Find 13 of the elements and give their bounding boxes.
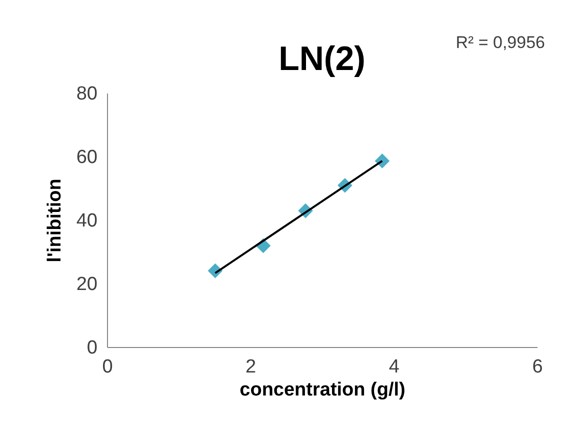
x-tick-label: 2: [246, 356, 256, 378]
y-axis-title: l'inibition: [44, 178, 66, 262]
y-tick-label: 60: [76, 147, 98, 168]
x-tick-label: 6: [532, 356, 543, 378]
chart-title: LN(2): [278, 40, 366, 78]
y-tick-label: 80: [76, 84, 98, 104]
text: R² = 0,9956: [456, 33, 545, 52]
x-tick-label: 4: [388, 356, 400, 378]
y-tick-label: 20: [76, 274, 98, 295]
x-axis-title: concentration (g/l): [240, 380, 406, 400]
y-tick-label: 40: [76, 210, 98, 232]
x-tick-label: 0: [102, 356, 113, 378]
y-tick-label: 0: [86, 338, 98, 358]
